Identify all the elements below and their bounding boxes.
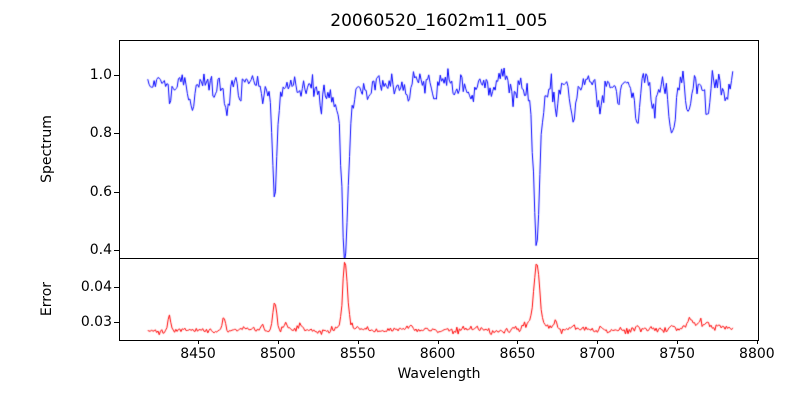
tick-mark	[278, 340, 279, 344]
tick-mark	[517, 340, 518, 344]
x-tick-label: 8700	[579, 346, 616, 362]
tick-mark	[114, 75, 119, 76]
tick-mark	[114, 133, 119, 134]
error-y-tick-label: 0.03	[80, 314, 112, 331]
tick-mark	[114, 287, 119, 288]
spectrum-y-tick-label: 0.8	[89, 125, 112, 142]
x-tick-label: 8500	[260, 346, 296, 362]
tick-mark	[358, 340, 359, 344]
x-tick-label: 8650	[499, 346, 536, 362]
spectrum-y-axis-label: Spectrum	[39, 115, 55, 183]
tick-mark	[114, 250, 119, 251]
x-tick-label: 8600	[419, 346, 456, 362]
error-y-tick-label: 0.04	[80, 279, 112, 296]
tick-mark	[114, 322, 119, 323]
spectrum-line-canvas	[120, 41, 758, 258]
x-tick-label: 8750	[659, 346, 695, 362]
tick-mark	[597, 340, 598, 344]
x-tick-label: 8800	[739, 346, 775, 362]
error-plot-area	[119, 258, 759, 341]
chart-title: 20060520_1602m11_005	[330, 11, 548, 31]
spectrum-y-tick-label: 1.0	[89, 66, 112, 83]
tick-mark	[677, 340, 678, 344]
x-tick-label: 8450	[180, 346, 216, 362]
x-tick-label: 8550	[339, 346, 376, 362]
error-line-canvas	[120, 259, 758, 340]
spectrum-y-tick-label: 0.6	[89, 183, 112, 200]
spectrum-y-tick-label: 0.4	[89, 241, 112, 258]
x-axis-label: Wavelength	[397, 366, 481, 382]
tick-mark	[114, 192, 119, 193]
tick-mark	[198, 340, 199, 344]
tick-mark	[757, 340, 758, 344]
error-y-axis-label: Error	[39, 281, 55, 317]
tick-mark	[438, 340, 439, 344]
